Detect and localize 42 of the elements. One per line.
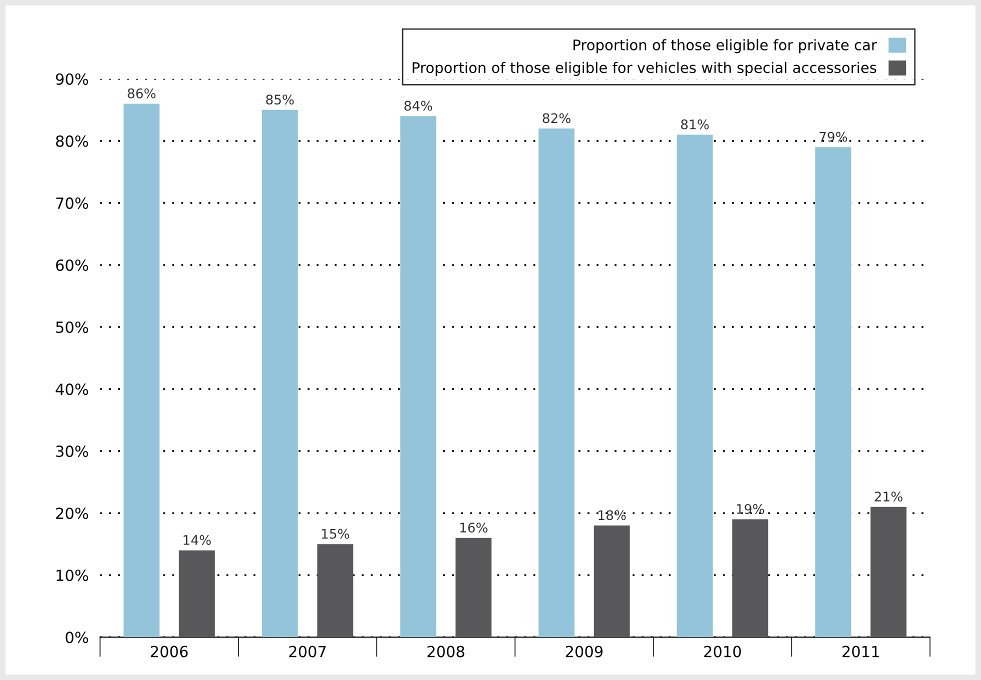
legend-label: Proportion of those eligible for private car: [574, 39, 877, 54]
y-tick-label: 80%: [56, 135, 88, 147]
data-label: 16%: [460, 522, 488, 533]
data-label: 82%: [542, 113, 570, 124]
bar: [262, 110, 298, 638]
y-tick-label: 70%: [56, 197, 88, 209]
bar: [124, 104, 160, 638]
data-label: 86%: [128, 88, 156, 98]
data-label: 84%: [404, 100, 432, 111]
y-tick-label: 30%: [56, 446, 88, 458]
data-label: 15%: [322, 528, 350, 539]
y-tick-label: 40%: [56, 384, 88, 396]
bar: [456, 538, 492, 638]
data-label: 81%: [681, 119, 709, 130]
x-tick-label: 2009: [566, 646, 603, 658]
bar: [732, 519, 768, 638]
bar: [815, 147, 852, 638]
y-tick-label: 20%: [56, 508, 88, 520]
bar: [538, 128, 575, 638]
bar: [317, 544, 354, 638]
bar: [400, 116, 436, 638]
legend-label: Proportion of those eligible for vehicles with special accessories: [412, 62, 876, 76]
y-tick-label: 60%: [56, 259, 88, 271]
bar: [870, 506, 906, 638]
data-label: 18%: [598, 510, 626, 520]
x-tick-label: 2010: [704, 646, 741, 658]
data-label: 19%: [736, 504, 764, 514]
x-tick-label: 2006: [150, 646, 188, 658]
x-tick-label: 2008: [428, 646, 464, 658]
data-label: 85%: [266, 94, 294, 105]
x-tick-label: 2011: [842, 646, 879, 658]
x-tick-label: 2007: [289, 646, 326, 658]
data-label: 14%: [184, 535, 211, 545]
y-tick-label: 10%: [56, 570, 88, 582]
y-tick-label: 90%: [56, 73, 88, 85]
bar: [178, 550, 215, 638]
data-label: 79%: [820, 132, 848, 142]
data-label: 21%: [874, 492, 902, 502]
y-tick-label: 50%: [56, 321, 88, 334]
bar: [594, 526, 630, 638]
bar: [676, 134, 713, 638]
y-tick-label: 0%: [66, 632, 88, 644]
